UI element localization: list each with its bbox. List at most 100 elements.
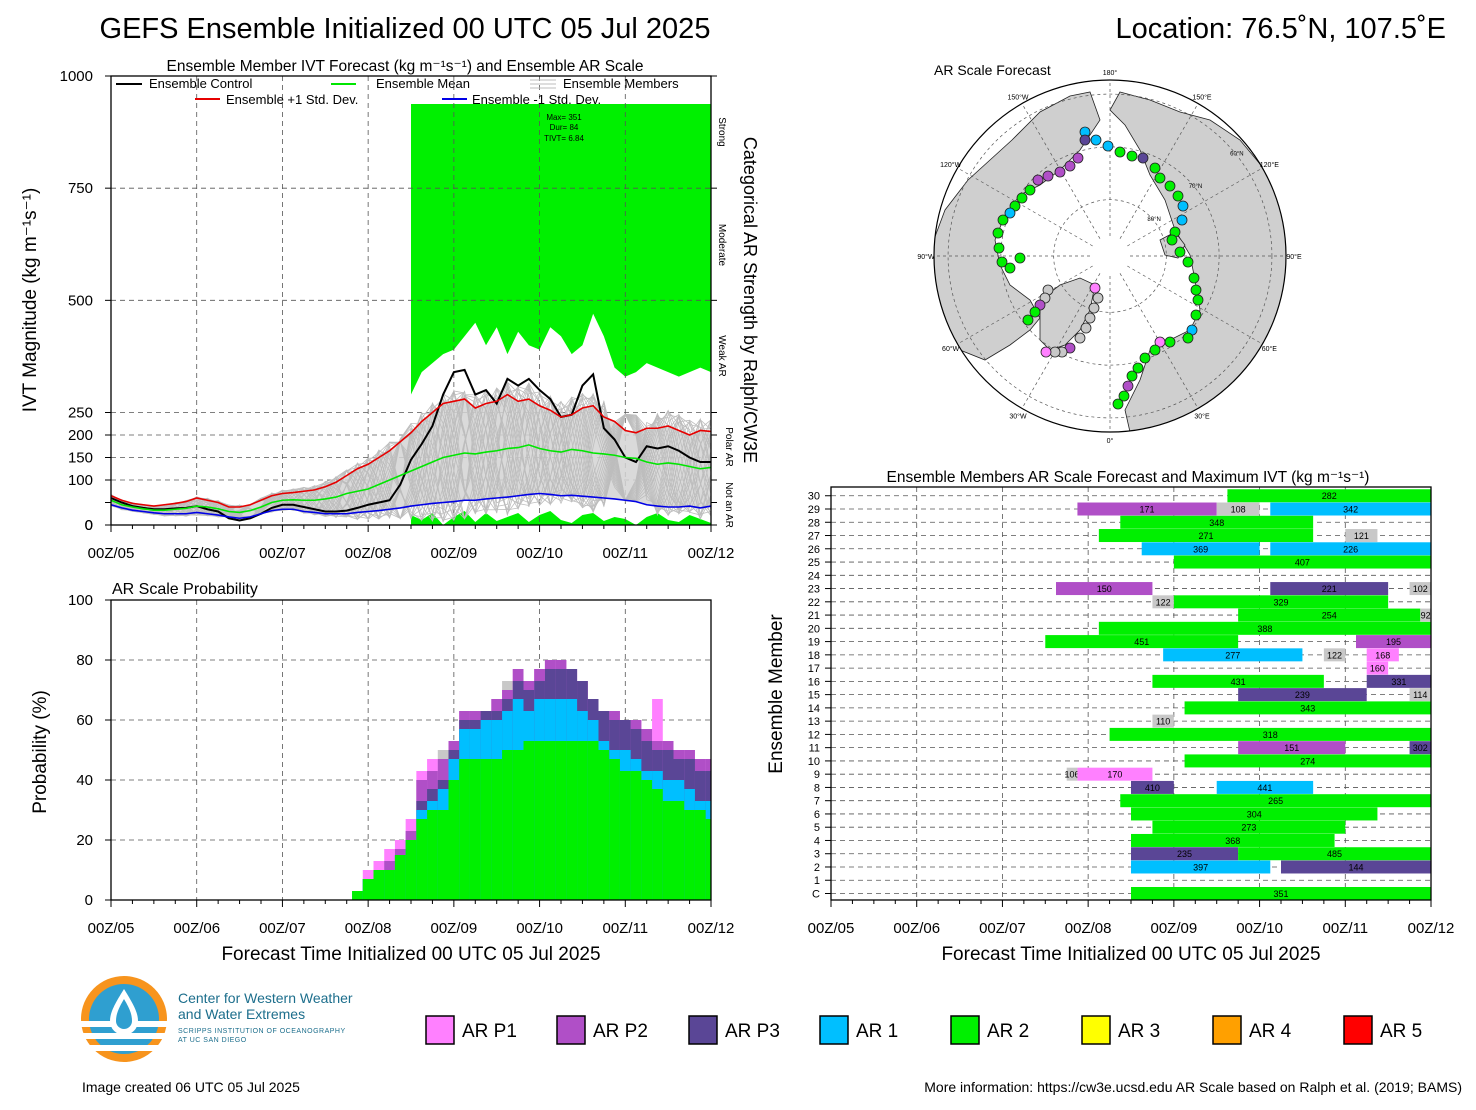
- prob-bar-AR2: [459, 759, 470, 900]
- member-bar-label: 342: [1343, 505, 1358, 515]
- member-ytick-label: 1: [814, 875, 820, 887]
- prob-bar-AR2: [373, 870, 385, 900]
- ivt-stat-dur: Dur= 84: [550, 123, 579, 132]
- map-ar-dot: [1154, 172, 1166, 184]
- member-bar-label: 108: [1231, 505, 1246, 515]
- prob-xtick-label: 00Z/10: [516, 920, 563, 937]
- member-bar-label: 368: [1225, 836, 1240, 846]
- map-ar-dot: [1182, 256, 1194, 268]
- member-axes: C123456789101112131415161718192021222324…: [808, 491, 1455, 937]
- map-ar-dot: [1126, 370, 1138, 382]
- map-ar-dot: [1084, 312, 1096, 324]
- member-ytick-label: 27: [808, 531, 820, 543]
- logo-line-2: and Water Extremes: [178, 1006, 306, 1022]
- member-bar: [1184, 701, 1431, 715]
- member-bar-label: 441: [1257, 783, 1272, 793]
- map-ar-dot: [1064, 160, 1076, 172]
- ivt-right-categories: Strong Moderate Weak AR Polar AR Not an …: [716, 117, 734, 528]
- prob-bar-AR2: [630, 771, 642, 900]
- member-bar-label: 239: [1295, 690, 1310, 700]
- member-ytick-label: 24: [808, 570, 820, 582]
- ivt-ytick-label-zero: 0: [85, 517, 93, 534]
- member-xtick-label: 00Z/08: [1065, 920, 1112, 937]
- map-ar-dot: [1040, 346, 1052, 358]
- prob-xtick-label: 00Z/11: [602, 920, 648, 937]
- member-bar-label: 168: [1375, 650, 1390, 660]
- longitude-label: 120°W: [940, 161, 961, 169]
- member-bar-label: 150: [1097, 584, 1112, 594]
- member-bar: [1098, 621, 1431, 635]
- member-ytick-label: 10: [808, 756, 820, 768]
- ivt-ytick-label: 200: [68, 427, 93, 444]
- ivt-xtick-label: 00Z/09: [431, 545, 478, 562]
- member-bar-label: 114: [1413, 690, 1427, 700]
- member-bar: [1098, 529, 1314, 543]
- logo-line-1: Center for Western Weather: [178, 990, 353, 1006]
- ivt-right-label: Categorical AR Strength by Ralph/CW3E: [740, 137, 760, 463]
- legend-plus-sd-label: Ensemble +1 Std. Dev.: [226, 92, 358, 107]
- member-bar: [1152, 714, 1174, 728]
- map-ar-dot: [1024, 184, 1036, 196]
- legend-label-AR3: AR 3: [1118, 1021, 1160, 1042]
- member-ytick-label: 25: [808, 557, 820, 569]
- member-bar: [1270, 502, 1431, 516]
- member-ytick-label: 15: [808, 690, 820, 702]
- probability-areas: [352, 660, 711, 900]
- prob-ytick-label: 80: [76, 652, 93, 669]
- member-bar: [1216, 502, 1260, 516]
- map-ar-dots: [992, 126, 1204, 410]
- map-ar-dot: [1032, 174, 1044, 186]
- map-ar-dot: [1132, 362, 1144, 374]
- longitude-label: 60°W: [942, 345, 960, 353]
- category-moderate: Moderate: [716, 224, 727, 267]
- legend-control-label: Ensemble Control: [149, 76, 252, 91]
- meridian-line: [1127, 265, 1263, 345]
- member-bar-label: 410: [1145, 783, 1160, 793]
- member-bar-label: 102: [1413, 584, 1428, 594]
- prob-bar-AR2: [362, 879, 374, 900]
- member-bar: [1131, 887, 1431, 900]
- longitude-label: 120°E: [1260, 161, 1279, 169]
- map-ar-dot: [1154, 336, 1166, 348]
- meridian-line: [957, 167, 1093, 247]
- member-bar: [1120, 794, 1431, 808]
- member-bar-label: 92: [1421, 611, 1431, 621]
- footer-created: Image created 06 UTC 05 Jul 2025: [82, 1079, 300, 1095]
- longitude-label: 150°E: [1192, 94, 1211, 102]
- member-bar: [1356, 635, 1431, 649]
- member-bar-label: 273: [1241, 823, 1256, 833]
- member-ytick-label: 11: [809, 743, 820, 755]
- legend-label-AR2: AR 2: [987, 1021, 1029, 1042]
- map-ar-dot: [1092, 292, 1104, 304]
- legend-label-AR4: AR 4: [1249, 1021, 1292, 1042]
- member-ytick-label: 2: [814, 862, 820, 874]
- longitude-label: 60°E: [1262, 345, 1278, 353]
- member-bar: [1131, 847, 1239, 861]
- member-bar: [1184, 754, 1431, 768]
- logo-drop-inner: [116, 999, 132, 1029]
- member-ytick-label: 28: [808, 517, 820, 529]
- location-label: Location: 76.5˚N, 107.5˚E: [1116, 13, 1446, 45]
- member-bar: [1227, 489, 1431, 503]
- legend-swatch-ARP1: [425, 1015, 455, 1045]
- member-bar-label: 348: [1209, 518, 1224, 528]
- longitude-label: 180°: [1103, 69, 1118, 77]
- prob-bar-AR2: [437, 810, 449, 900]
- map-ar-dot: [1177, 200, 1189, 212]
- member-bar: [1420, 608, 1431, 622]
- member-xtick-label: 00Z/10: [1236, 920, 1283, 937]
- ivt-ytick-label: 100: [68, 472, 93, 489]
- map-ar-dot: [1188, 272, 1200, 284]
- map-ar-dot: [1139, 352, 1151, 364]
- member-bar: [1238, 608, 1421, 622]
- member-ytick-label: 22: [808, 597, 820, 609]
- prob-bar-AR2: [544, 741, 556, 900]
- member-bar: [1109, 727, 1431, 741]
- map-ar-dot: [1190, 284, 1202, 296]
- latitude-circle: [947, 93, 1273, 419]
- map-ar-dot: [1166, 234, 1178, 246]
- longitude-label: 90°E: [1286, 253, 1302, 261]
- latitude-label: 60°N: [1230, 151, 1243, 157]
- ivt-series-lines: [110, 368, 712, 522]
